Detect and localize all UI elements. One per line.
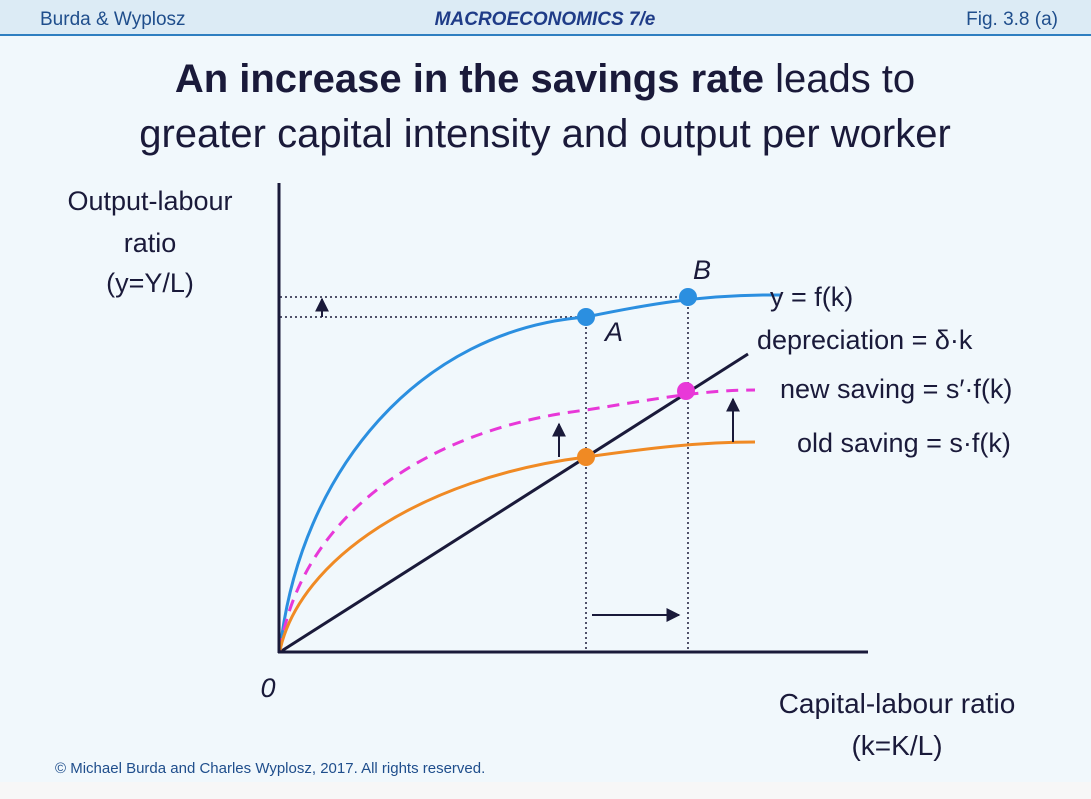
header-right: Fig. 3.8 (a) bbox=[966, 9, 1058, 30]
title-line2: greater capital intensity and output per… bbox=[139, 112, 951, 156]
point-label: B bbox=[693, 255, 711, 285]
title-line1: An increase in the savings rate leads to bbox=[175, 57, 915, 101]
guides bbox=[280, 296, 689, 652]
title-bold: An increase in the savings rate bbox=[175, 57, 764, 101]
header-bar bbox=[0, 0, 1091, 34]
arrows bbox=[315, 297, 740, 622]
y-axis-label: ratio bbox=[124, 228, 177, 258]
header-center: MACROECONOMICS 7/e bbox=[435, 9, 656, 30]
y-axis-label: Output-labour bbox=[67, 186, 232, 216]
x-axis-label: Capital-labour ratio bbox=[779, 688, 1016, 719]
point-b bbox=[679, 288, 697, 306]
point-label: A bbox=[603, 317, 623, 347]
old-saving-curve bbox=[278, 440, 756, 651]
title-rest: leads to bbox=[764, 57, 915, 101]
curve-label: old saving = s·f(k) bbox=[797, 428, 1011, 458]
curve-label: new saving = s′·f(k) bbox=[780, 374, 1012, 404]
copyright: © Michael Burda and Charles Wyplosz, 201… bbox=[55, 760, 485, 777]
y-axis-label: (y=Y/L) bbox=[106, 268, 194, 298]
depreciation-line bbox=[279, 352, 749, 654]
point-a bbox=[577, 308, 595, 326]
curve-label: depreciation = δ·k bbox=[757, 325, 973, 355]
point-new bbox=[677, 382, 695, 400]
header-left: Burda & Wyplosz bbox=[40, 9, 186, 30]
x-axis-label: (k=K/L) bbox=[851, 730, 942, 761]
origin-label: 0 bbox=[260, 673, 275, 703]
curve-label: y = f(k) bbox=[770, 282, 853, 312]
point-old bbox=[577, 448, 595, 466]
